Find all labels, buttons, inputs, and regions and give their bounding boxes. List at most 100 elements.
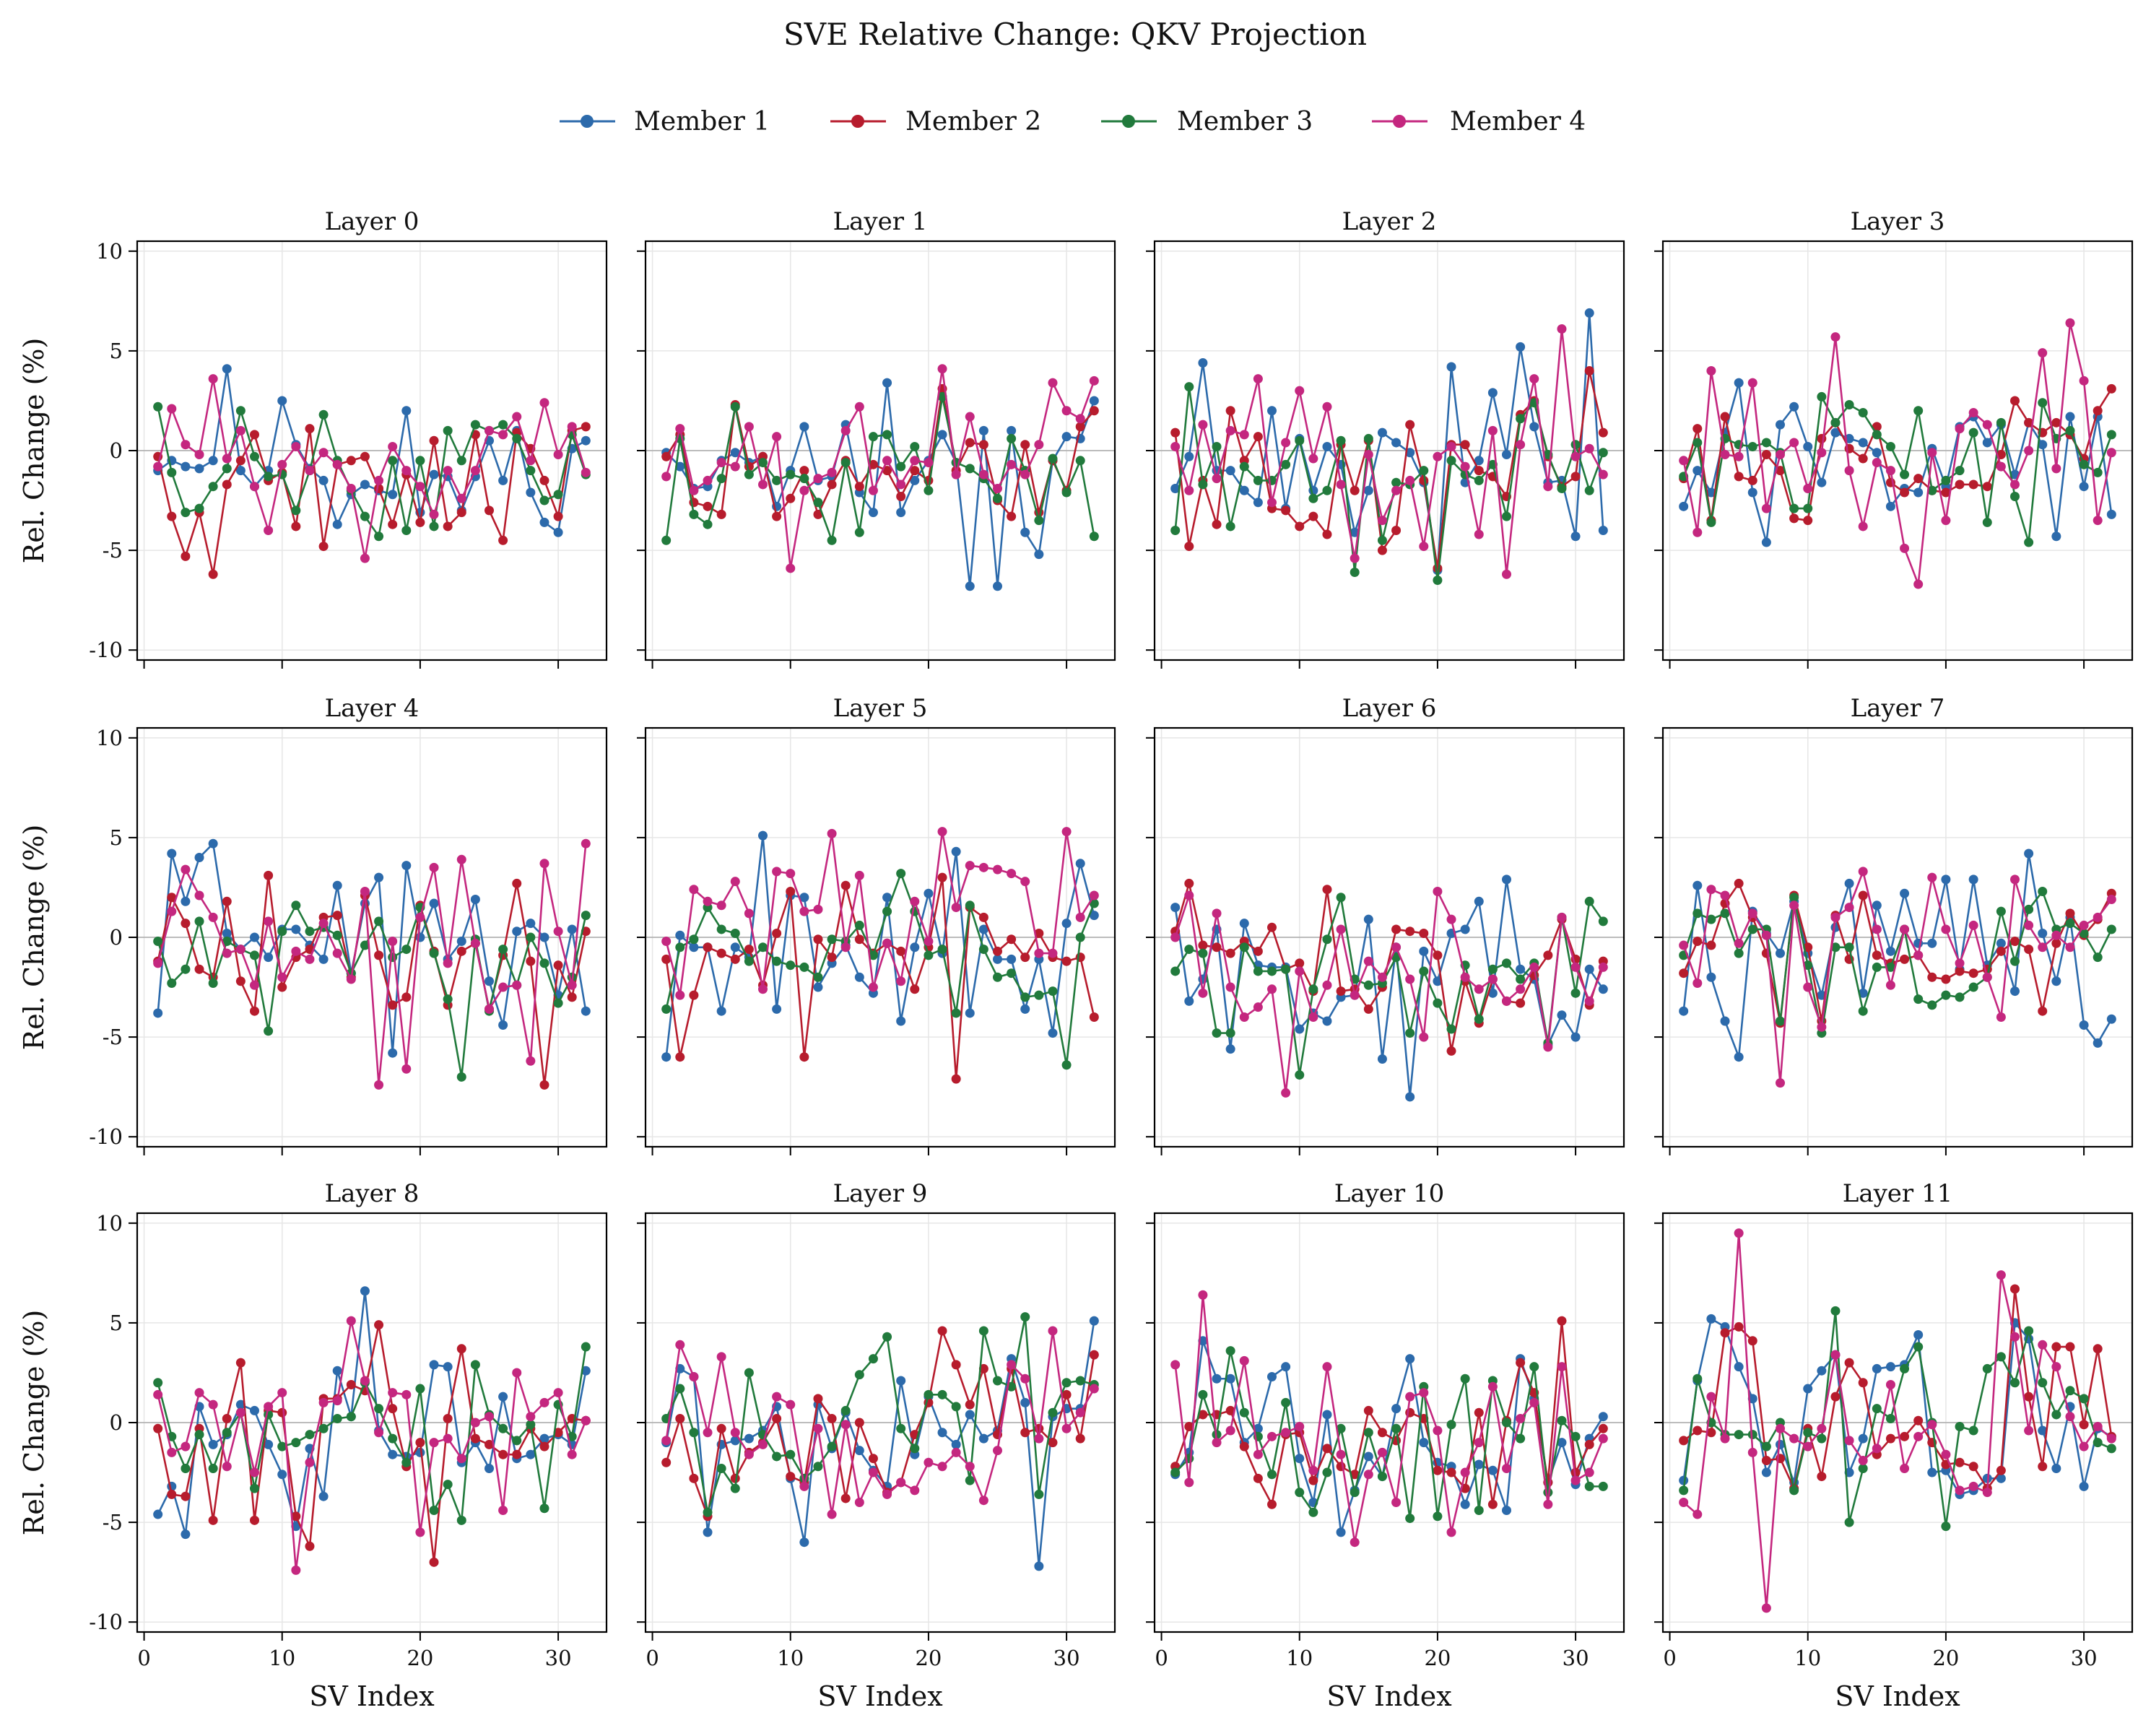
data-point-member-2 — [1212, 519, 1222, 529]
data-point-member-4 — [1391, 1497, 1402, 1507]
data-point-member-2 — [1007, 511, 1017, 521]
legend-entry-member-3: Member 3 — [1101, 107, 1313, 136]
data-point-member-3 — [1789, 1485, 1799, 1496]
data-point-member-4 — [1557, 912, 1567, 922]
data-point-member-2 — [813, 509, 823, 519]
data-point-member-1 — [1516, 342, 1526, 352]
data-point-member-1 — [799, 422, 809, 432]
data-point-member-3 — [910, 1444, 920, 1454]
legend-entry-member-2: Member 2 — [830, 107, 1041, 136]
data-point-member-1 — [1679, 1006, 1689, 1016]
data-point-member-3 — [1433, 576, 1443, 586]
data-point-member-2 — [2093, 406, 2103, 416]
data-point-member-3 — [1803, 1428, 1813, 1438]
data-point-member-3 — [1363, 980, 1373, 990]
data-point-member-2 — [167, 1489, 177, 1499]
data-point-member-4 — [539, 398, 549, 408]
data-point-member-2 — [703, 942, 713, 952]
data-point-member-1 — [1048, 1028, 1058, 1038]
data-point-member-3 — [882, 430, 892, 440]
data-point-member-4 — [1776, 1423, 1785, 1433]
data-point-member-4 — [1089, 376, 1099, 386]
data-point-member-4 — [1900, 543, 1910, 553]
data-point-member-3 — [1377, 1472, 1387, 1482]
data-point-member-4 — [840, 1420, 851, 1430]
data-point-member-3 — [1557, 483, 1567, 493]
data-point-member-3 — [2065, 919, 2075, 929]
data-point-member-2 — [388, 1404, 398, 1414]
data-point-member-3 — [539, 958, 549, 968]
data-point-member-1 — [1225, 1373, 1235, 1384]
data-point-member-4 — [167, 404, 177, 414]
data-point-member-1 — [2038, 440, 2048, 450]
data-point-member-4 — [896, 1477, 906, 1488]
data-point-member-4 — [882, 938, 892, 948]
data-point-member-4 — [1198, 420, 1208, 430]
data-point-member-1 — [1295, 1024, 1305, 1034]
chart-title: SVE Relative Change: QKV Projection — [783, 17, 1367, 52]
data-point-member-2 — [181, 919, 191, 929]
data-point-member-2 — [1830, 1392, 1841, 1402]
data-point-member-1 — [1020, 527, 1030, 537]
data-point-member-3 — [1239, 1407, 1249, 1418]
x-tick-label: 30 — [1053, 1646, 1080, 1670]
data-point-member-3 — [2038, 886, 2048, 896]
data-point-member-3 — [153, 937, 163, 947]
data-point-member-3 — [978, 945, 988, 955]
data-point-member-1 — [429, 898, 439, 908]
data-point-member-4 — [786, 869, 796, 879]
data-point-member-2 — [1225, 1405, 1235, 1415]
data-point-member-1 — [1034, 1561, 1044, 1571]
data-point-member-1 — [1433, 976, 1443, 986]
data-point-member-3 — [965, 464, 975, 474]
data-point-member-3 — [415, 1384, 425, 1394]
data-point-member-3 — [1170, 525, 1181, 535]
data-point-member-4 — [526, 456, 536, 466]
data-point-member-4 — [250, 1467, 259, 1477]
data-point-member-2 — [2024, 945, 2034, 955]
data-point-member-4 — [1419, 1032, 1429, 1042]
data-point-member-2 — [827, 1413, 837, 1423]
data-point-member-4 — [1034, 948, 1044, 958]
data-point-member-3 — [1982, 1363, 1992, 1373]
data-point-member-4 — [1858, 867, 1868, 877]
data-point-member-4 — [1570, 451, 1581, 461]
data-point-member-1 — [1007, 954, 1017, 964]
data-point-member-4 — [772, 1392, 782, 1402]
data-point-member-1 — [388, 490, 398, 500]
data-point-member-2 — [813, 1394, 823, 1404]
data-point-member-4 — [1267, 1431, 1277, 1441]
data-point-member-4 — [1048, 1326, 1058, 1336]
data-point-member-3 — [539, 495, 549, 505]
data-point-member-2 — [840, 1493, 851, 1503]
data-point-member-4 — [868, 982, 878, 992]
data-point-member-3 — [2038, 398, 2048, 408]
data-point-member-1 — [924, 888, 934, 898]
data-point-member-4 — [1295, 1422, 1305, 1432]
data-point-member-3 — [277, 1441, 287, 1451]
data-point-member-1 — [1803, 441, 1813, 451]
data-point-member-2 — [264, 870, 274, 880]
data-point-member-1 — [1941, 874, 1951, 885]
data-point-member-3 — [993, 1376, 1002, 1386]
data-point-member-4 — [1405, 475, 1415, 485]
data-point-member-4 — [896, 479, 906, 490]
data-point-member-2 — [772, 1413, 782, 1423]
data-point-member-3 — [1830, 417, 1841, 428]
data-point-member-3 — [744, 469, 754, 479]
data-point-member-3 — [2106, 1444, 2116, 1454]
data-point-member-4 — [924, 937, 934, 947]
data-point-member-4 — [2106, 895, 2116, 905]
data-point-member-2 — [1350, 485, 1360, 495]
data-point-member-4 — [1267, 498, 1277, 508]
data-point-member-2 — [250, 1515, 259, 1525]
data-point-member-3 — [2024, 904, 2034, 914]
data-point-member-2 — [2051, 417, 2061, 428]
data-point-member-1 — [675, 461, 685, 472]
data-point-member-3 — [1474, 1506, 1484, 1516]
data-point-member-4 — [1734, 1228, 1744, 1238]
data-point-member-4 — [1776, 1078, 1785, 1088]
data-point-member-3 — [965, 1475, 975, 1485]
data-point-member-1 — [1817, 477, 1827, 487]
data-point-member-3 — [1446, 456, 1456, 466]
